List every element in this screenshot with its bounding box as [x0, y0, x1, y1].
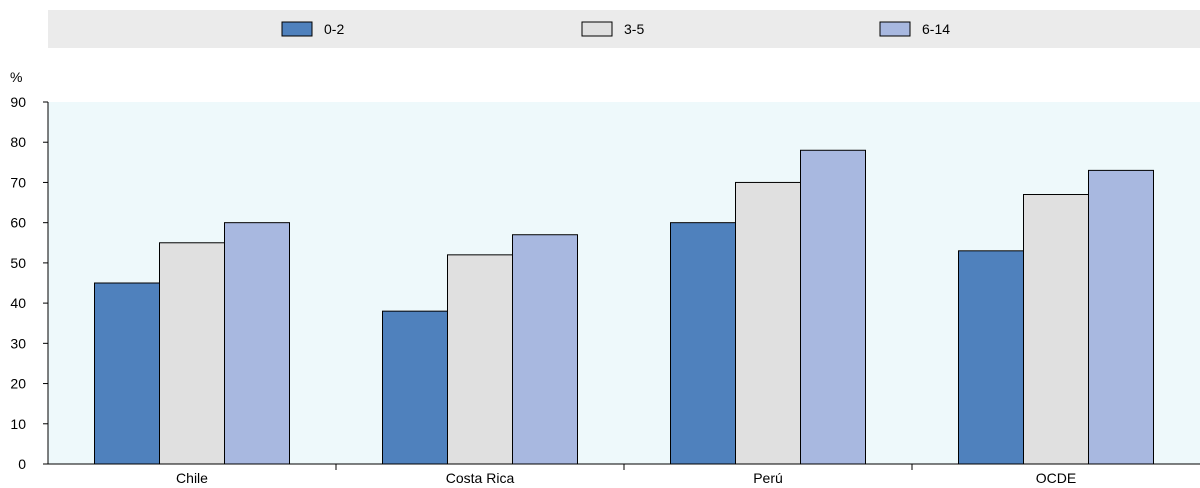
y-axis-label: %	[10, 69, 22, 85]
bar-chile-6-14	[224, 222, 290, 465]
bar-perú-3-5	[735, 181, 801, 465]
bar-costa-rica-6-14	[512, 234, 578, 465]
x-tick-label: OCDE	[1036, 470, 1076, 486]
bar-ocde-6-14	[1088, 169, 1154, 465]
bar-costa-rica-0-2	[382, 310, 448, 465]
y-tick-label: 60	[10, 215, 26, 231]
legend-swatch-6-14	[879, 21, 911, 37]
bar-ocde-0-2	[958, 250, 1024, 465]
legend-label-6-14: 6-14	[922, 21, 950, 37]
y-tick-label: 10	[10, 416, 26, 432]
legend-label-0-2: 0-2	[324, 21, 344, 37]
y-axis: 0 10 20 30 40 50 60 70 80 90	[10, 94, 49, 472]
bar-perú-0-2	[670, 222, 736, 465]
legend-background	[48, 10, 1200, 48]
bar-ocde-3-5	[1023, 194, 1089, 465]
y-tick-label: 40	[10, 295, 26, 311]
bar-perú-6-14	[800, 149, 866, 465]
legend-label-3-5: 3-5	[624, 21, 644, 37]
x-tick-label: Chile	[176, 470, 208, 486]
legend-swatch-0-2	[281, 21, 313, 37]
x-tick-label: Perú	[753, 470, 783, 486]
y-tick-label: 90	[10, 94, 26, 110]
y-tick-label: 0	[18, 456, 26, 472]
y-tick-label: 50	[10, 255, 26, 271]
x-axis: Chile Costa Rica Perú OCDE	[48, 463, 1200, 486]
y-tick-label: 80	[10, 134, 26, 150]
legend-swatch-3-5	[581, 21, 613, 37]
x-tick-label: Costa Rica	[446, 470, 515, 486]
y-tick-label: 20	[10, 376, 26, 392]
bars	[94, 149, 1154, 465]
bar-chile-3-5	[159, 242, 225, 465]
legend: 0-2 3-5 6-14	[281, 21, 950, 37]
y-tick-label: 70	[10, 174, 26, 190]
bar-chile-0-2	[94, 282, 160, 465]
bar-costa-rica-3-5	[447, 254, 513, 465]
y-tick-label: 30	[10, 335, 26, 351]
